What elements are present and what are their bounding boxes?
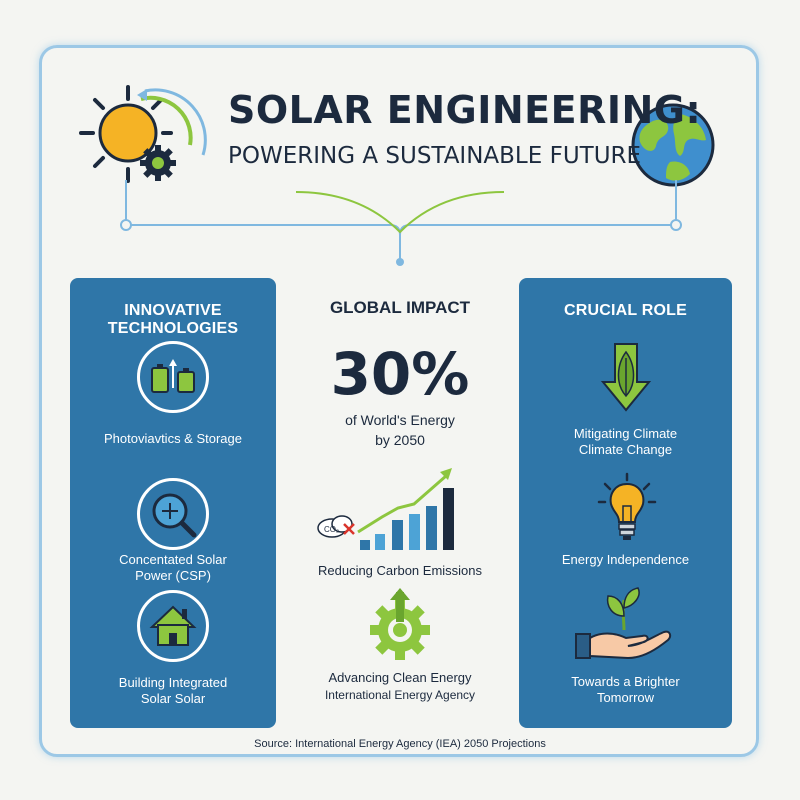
sun-gear-icon [79,85,207,183]
globe-icon [631,103,715,187]
stat-caption: of World's Energy by 2050 [300,410,500,450]
mitigating-label: Mitigating Climate Climate Change [519,426,732,458]
clean-energy-label: Advancing Clean Energy [328,670,472,685]
crucial-role-panel: CRUCIAL ROLE Mitigating Climate Climate … [519,278,732,728]
sprout-hand-icon [575,587,672,660]
source-footnote: Source: International Energy Agency (IEA… [254,738,546,750]
bips-label: Building Integrated Solar Solar [118,675,228,706]
brighter-line2: Tomorrow [596,690,655,705]
stat-caption-line1: of World's Energy [345,412,455,428]
agency-label: International Energy Agency [324,688,476,702]
innovative-technologies-panel: INNOVATIVE TECHNOLOGIES Photoviavtics & … [70,278,276,728]
global-impact-heading: GLOBAL IMPACT [329,298,471,317]
clean-energy-gear-icon [370,588,430,660]
brighter-line1: Towards a Brighter [571,674,680,689]
csp-label: Concentated Solar Power (CSP) [119,552,227,583]
page-subtitle: POWERING A SUSTAINABLE FUTURE [228,143,642,169]
energy-independence-line1: Energy Independence [561,552,690,567]
mitigating-line2: Climate Change [578,442,673,457]
house-icon [137,590,209,662]
brighter-tomorrow-label: Towards a Brighter Tomorrow [519,674,732,706]
leaf-arrow-icon [600,343,652,412]
mitigating-line1: Mitigating Climate [573,426,678,441]
panel-heading: INNOVATIVE TECHNOLOGIES [107,302,239,337]
photovoltaics-label: Photoviavtics & Storage [103,431,243,446]
energy-independence-label: Energy Independence [519,552,732,568]
lightbulb-icon [597,472,657,540]
stat-caption-line2: by 2050 [375,432,425,448]
stat-value: 30% [330,340,470,408]
co2-label: CO₂ [324,525,339,534]
panel-heading: CRUCIAL ROLE [564,302,687,319]
bar-growth-icon: CO₂ [317,468,454,550]
battery-icon [137,341,209,413]
reducing-emissions-label: Reducing Carbon Emissions [317,563,483,578]
outer-frame [39,45,759,757]
magnifier-icon [137,478,209,550]
